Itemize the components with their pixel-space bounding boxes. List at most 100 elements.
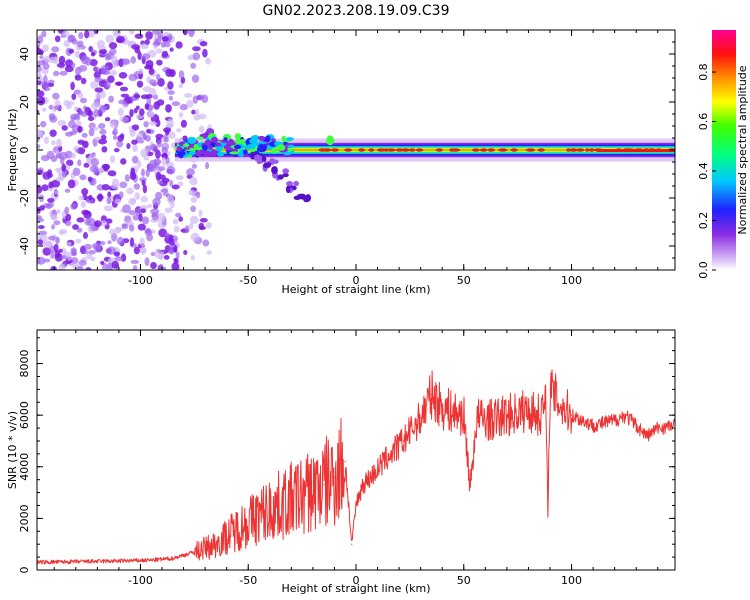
spectrogram-y-tick-label: 40 (18, 47, 31, 61)
spectrogram-turbulent-blob (264, 138, 270, 142)
spectrogram-turbulent-blob (223, 137, 228, 141)
spectrogram-noise-blob (83, 243, 92, 250)
spectrogram-noise-blob (90, 102, 99, 110)
spectrogram-noise-blob (115, 226, 124, 232)
spectrogram-noise-blob (188, 222, 194, 230)
spectrogram-noise-blob (142, 184, 148, 194)
spectrogram-noise-blob (80, 97, 87, 104)
spectrogram-noise-blob (81, 132, 88, 138)
spectrogram-noise-blob (97, 194, 103, 200)
spectrogram-noise-blob (169, 241, 176, 246)
spectrogram-noise-blob (80, 77, 87, 85)
spectrogram-noise-blob (39, 55, 44, 60)
snr-data-point (657, 427, 659, 429)
snr-data-point (538, 414, 540, 416)
spectrogram-noise-blob (88, 128, 95, 137)
spectrogram-noise-blob (179, 103, 188, 111)
spectrogram-turbulent-blob (234, 144, 242, 149)
spectrogram-noise-blob (51, 179, 61, 188)
spectrogram-noise-blob (54, 35, 61, 43)
spectrogram-noise-blob (37, 235, 43, 241)
spectrogram-noise-blob (144, 228, 150, 233)
spectrogram-noise-blob (114, 256, 124, 262)
spectrogram-noise-blob (53, 243, 59, 253)
spectrogram-noise-blob (119, 86, 129, 92)
colorbar-tick-label: 0.2 (697, 212, 710, 230)
spectrogram-noise-blob (91, 158, 99, 167)
spectrogram-noise-blob (192, 46, 201, 52)
spectrogram-noise-blob (169, 69, 176, 78)
spectrogram-noise-blob (108, 95, 114, 103)
spectrogram-noise-blob (99, 128, 107, 135)
spectrogram-peak-dot (525, 148, 536, 152)
spectrogram-y-tick-label: -20 (18, 189, 31, 207)
spectrogram-noise-blob (136, 80, 144, 88)
spectrogram-noise-blob (104, 117, 111, 122)
spectrogram-noise-blob (76, 265, 84, 270)
spectrogram-noise-blob (160, 188, 169, 193)
spectrogram-noise-blob (178, 112, 184, 118)
spectrogram-noise-blob (99, 48, 107, 54)
spectrogram-noise-blob (160, 41, 166, 48)
spectrogram-noise-blob (172, 218, 179, 225)
snr-data-point (258, 515, 260, 517)
spectrogram-noise-blob (94, 243, 102, 253)
spectrogram-noise-blob (168, 238, 175, 243)
spectrogram-noise-blob (149, 79, 157, 86)
spectrogram-noise-blob (61, 255, 67, 260)
spectrogram-noise-blob (75, 148, 80, 153)
spectrogram-noise-blob (137, 223, 146, 231)
spectrogram-noise-blob (119, 181, 128, 189)
spectrogram-noise-blob (75, 238, 82, 244)
spectrogram-noise-blob (81, 209, 90, 215)
spectrogram-noise-blob (109, 155, 116, 163)
spectrogram-turbulent-blob (202, 144, 208, 151)
spectrogram-x-ticks: -100 -50 0 50 100 (53, 30, 659, 287)
spectrogram-plot-area (37, 30, 675, 270)
spectrogram-noise-blob (64, 164, 71, 171)
snr-y-tick-label: 2000 (18, 504, 31, 532)
spectrogram-noise-blob (37, 193, 40, 198)
snr-data-point (560, 404, 562, 406)
snr-data-point (527, 409, 530, 411)
spectrogram-noise-blob (56, 138, 62, 148)
snr-data-point (361, 484, 364, 486)
spectrogram-turbulent-blob (198, 149, 205, 154)
spectrogram-noise-blob (37, 65, 42, 73)
spectrogram-band-orange (174, 149, 675, 151)
spectrogram-noise-blob (54, 190, 59, 195)
spectrogram-noise-blob (88, 250, 96, 255)
snr-y-axis-label: SNR (10 * v/v) (6, 411, 19, 489)
spectrogram-peak-dot (344, 148, 353, 152)
spectrogram-noise-blob (166, 166, 176, 175)
spectrogram-noise-blob (205, 222, 212, 229)
spectrogram-turbulent-blob (178, 151, 186, 156)
spectrogram-branch-blob (282, 168, 290, 174)
spectrogram-noise-blob (140, 195, 148, 203)
spectrogram-turbulent-blob (217, 151, 225, 157)
spectrogram-noise-blob (133, 246, 140, 255)
spectrogram-branch-blob (286, 181, 294, 187)
spectrogram-noise-blob (70, 247, 77, 256)
spectrogram-turbulent-blob (193, 144, 199, 150)
spectrogram-noise-blob (111, 260, 120, 269)
spectrogram-noise-blob (46, 150, 55, 159)
snr-data-point (463, 414, 465, 416)
spectrogram-noise-blob (139, 205, 148, 211)
spectrogram-noise-blob (99, 90, 106, 99)
spectrogram-noise-blob (109, 121, 117, 129)
spectrogram-noise-blob (53, 220, 61, 226)
snr-data-point (614, 419, 616, 421)
spectrogram-noise-blob (168, 245, 174, 255)
spectrogram-noise-blob (161, 50, 169, 58)
spectrogram-noise-blob (178, 83, 184, 89)
spectrogram-noise-blob (51, 46, 60, 53)
spectrogram-noise-blob (48, 104, 54, 110)
spectrogram-noise-blob (104, 80, 111, 90)
spectrogram-noise-blob (114, 148, 120, 153)
spectrogram-noise-blob (116, 236, 125, 245)
spectrogram-noise-blob (94, 87, 104, 93)
spectrogram-noise-blob (42, 63, 50, 70)
spectrogram-noise-blob (100, 260, 105, 265)
spectrogram-noise-blob (78, 195, 85, 201)
